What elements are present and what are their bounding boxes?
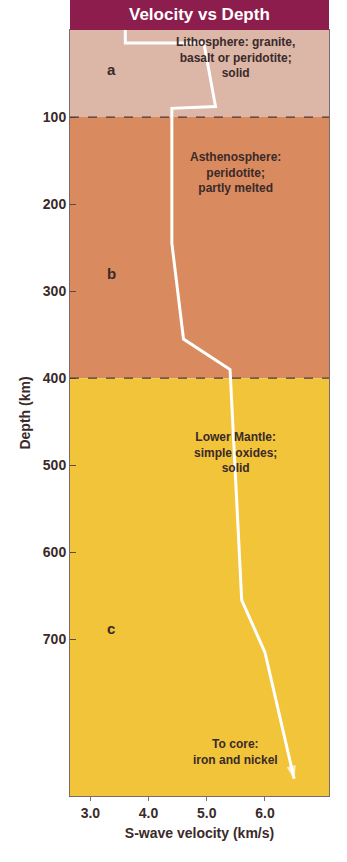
svg-text:Asthenosphere:peridotite;partl: Asthenosphere:peridotite;partly melted [190, 150, 281, 195]
svg-text:4.0: 4.0 [139, 805, 159, 821]
svg-text:100: 100 [43, 109, 67, 125]
svg-text:Lower Mantle:simple oxides;sol: Lower Mantle:simple oxides;solid [194, 430, 277, 475]
svg-text:3.0: 3.0 [81, 805, 101, 821]
svg-text:a: a [107, 61, 116, 78]
svg-text:S-wave velocity (km/s): S-wave velocity (km/s) [125, 825, 274, 841]
svg-text:c: c [107, 620, 115, 637]
svg-text:To core:iron and nickel: To core:iron and nickel [193, 737, 278, 767]
svg-text:5.0: 5.0 [197, 805, 217, 821]
svg-text:600: 600 [43, 544, 67, 560]
svg-text:6.0: 6.0 [255, 805, 275, 821]
svg-text:300: 300 [43, 283, 67, 299]
svg-text:500: 500 [43, 457, 67, 473]
svg-text:Lithosphere: granite,basalt or: Lithosphere: granite,basalt or peridotit… [176, 35, 295, 80]
svg-text:400: 400 [43, 370, 67, 386]
svg-text:Velocity vs Depth: Velocity vs Depth [129, 5, 270, 24]
svg-text:700: 700 [43, 631, 67, 647]
svg-text:Depth (km): Depth (km) [17, 376, 33, 449]
svg-text:b: b [107, 265, 116, 282]
svg-text:200: 200 [43, 196, 67, 212]
